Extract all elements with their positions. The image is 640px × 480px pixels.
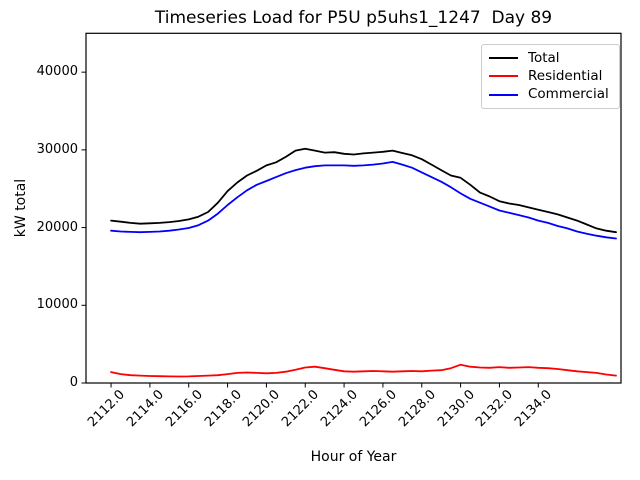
- y-tick-label: 30000: [36, 141, 78, 157]
- series-line-commercial: [110, 160, 617, 240]
- legend-item-commercial: Commercial: [489, 86, 611, 103]
- y-tick-label: 40000: [36, 64, 78, 80]
- axes-frame: [85, 32, 622, 384]
- legend-line-residential: [489, 75, 518, 78]
- y-tick-label: 10000: [36, 297, 78, 313]
- series-line-residential: [110, 363, 617, 378]
- y-tick-label: 20000: [36, 219, 78, 235]
- y-axis-label: kW total: [13, 178, 29, 238]
- legend-label-residential: Residential: [528, 67, 603, 84]
- legend-item-residential: Residential: [489, 68, 611, 85]
- x-axis-label: Hour of Year: [310, 449, 397, 465]
- series-line-total: [110, 147, 617, 234]
- legend-line-commercial: [489, 93, 518, 96]
- legend-item-total: Total: [489, 50, 611, 67]
- legend-line-total: [489, 57, 518, 60]
- chart-title: Timeseries Load for P5U p5uhs1_1247 Day …: [154, 8, 553, 28]
- legend-label-total: Total: [528, 49, 560, 66]
- legend-label-commercial: Commercial: [528, 86, 609, 103]
- legend: Total Residential Commercial: [481, 44, 620, 109]
- y-tick-label: 0: [69, 375, 78, 390]
